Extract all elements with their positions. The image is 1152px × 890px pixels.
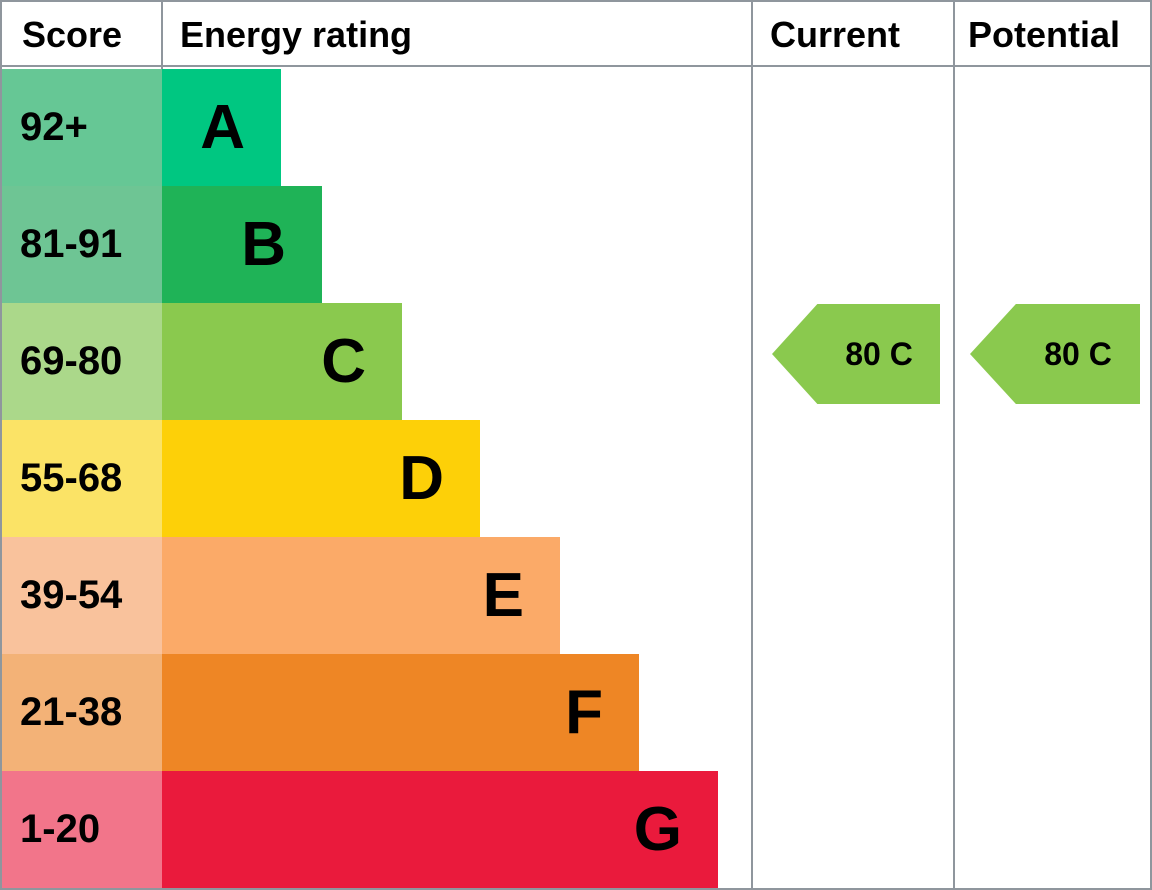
header-score: Score bbox=[22, 14, 123, 55]
band-bar-d: D bbox=[162, 420, 480, 537]
score-range-g: 1-20 bbox=[2, 771, 162, 888]
divider-current-column bbox=[751, 2, 753, 888]
band-row-b: 81-91 B bbox=[2, 186, 751, 303]
band-bar-a: A bbox=[162, 69, 281, 186]
band-row-f: 21-38 F bbox=[2, 654, 751, 771]
band-bar-e: E bbox=[162, 537, 560, 654]
band-letter-e: E bbox=[482, 560, 524, 630]
current-rating-value: 80 C bbox=[845, 335, 913, 372]
score-range-e: 39-54 bbox=[2, 537, 162, 654]
band-row-e: 39-54 E bbox=[2, 537, 751, 654]
band-letter-a: A bbox=[200, 92, 245, 162]
band-row-a: 92+ A bbox=[2, 69, 751, 186]
score-range-a: 92+ bbox=[2, 69, 162, 186]
score-range-b: 81-91 bbox=[2, 186, 162, 303]
band-bar-c: C bbox=[162, 303, 402, 420]
header-current: Current bbox=[770, 14, 901, 55]
divider-score-column bbox=[161, 2, 163, 69]
divider-potential-column bbox=[953, 2, 955, 888]
chart-header: Score Energy rating Current Potential bbox=[2, 2, 1150, 67]
band-rows: 92+ A 81-91 B 69-80 C 55-68 D 39-54 bbox=[2, 69, 751, 888]
band-row-g: 1-20 G bbox=[2, 771, 751, 888]
potential-rating-arrow: 80 C bbox=[970, 304, 1140, 404]
band-bar-b: B bbox=[162, 186, 322, 303]
score-range-d: 55-68 bbox=[2, 420, 162, 537]
band-letter-c: C bbox=[321, 326, 366, 396]
potential-rating-value: 80 C bbox=[1044, 335, 1112, 372]
band-letter-d: D bbox=[399, 443, 444, 513]
score-range-f: 21-38 bbox=[2, 654, 162, 771]
current-rating-arrow: 80 C bbox=[772, 304, 940, 404]
band-letter-b: B bbox=[241, 209, 286, 279]
band-bar-f: F bbox=[162, 654, 639, 771]
band-bar-g: G bbox=[162, 771, 718, 888]
band-row-c: 69-80 C bbox=[2, 303, 751, 420]
band-letter-f: F bbox=[565, 677, 603, 747]
header-energy-rating: Energy rating bbox=[180, 14, 413, 55]
band-letter-g: G bbox=[633, 794, 682, 864]
score-range-c: 69-80 bbox=[2, 303, 162, 420]
header-potential: Potential bbox=[968, 14, 1121, 55]
band-row-d: 55-68 D bbox=[2, 420, 751, 537]
